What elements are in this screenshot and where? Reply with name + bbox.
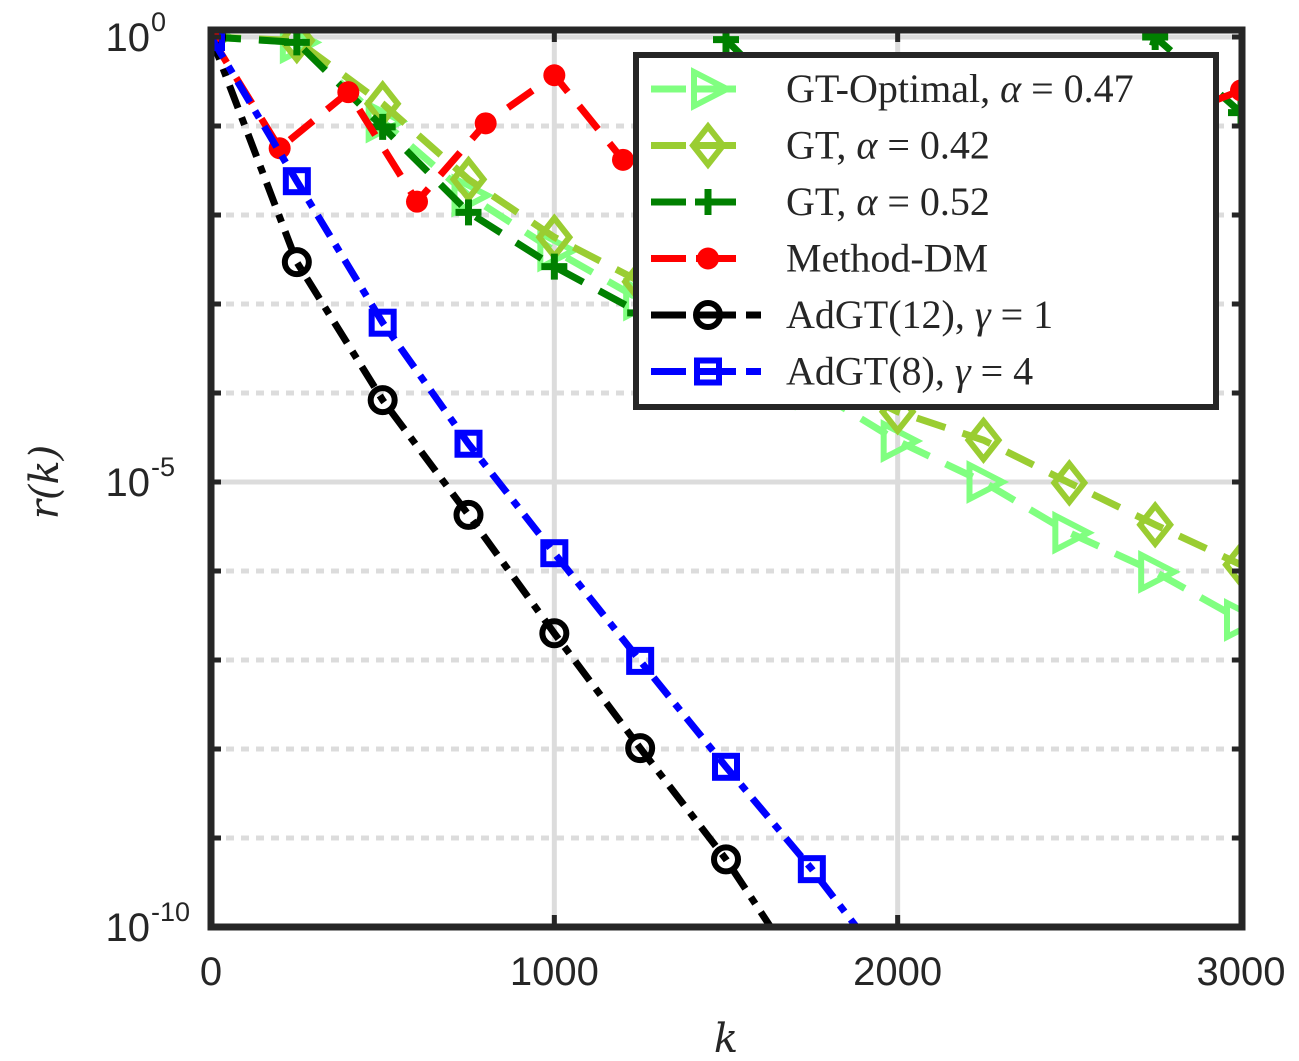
legend-box <box>633 52 1219 410</box>
data-point <box>1136 500 1174 549</box>
data-point <box>1224 598 1242 642</box>
series-5 <box>211 30 860 928</box>
data-point <box>282 167 311 196</box>
data-point <box>966 460 1010 504</box>
data-point <box>712 752 740 781</box>
data-point <box>278 30 316 65</box>
data-point <box>454 429 483 458</box>
data-point <box>626 646 655 675</box>
legend-label: GT, α = 0.52 <box>786 179 990 224</box>
data-point <box>612 148 634 171</box>
data-point <box>797 855 826 884</box>
data-point <box>539 618 570 649</box>
data-point <box>1052 510 1095 555</box>
data-point <box>543 64 566 87</box>
data-point <box>453 499 484 530</box>
y-tick-exponent: -10 <box>151 897 190 927</box>
y-tick-label: 10 <box>106 461 151 505</box>
x-axis-label: k <box>714 1016 738 1061</box>
data-point <box>540 539 569 568</box>
legend-entry: AdGT(12), γ = 1 <box>651 292 1053 337</box>
legend-label: Method-DM <box>786 236 988 281</box>
x-tick-label: 1000 <box>510 950 599 994</box>
legend-entry: GT, α = 0.42 <box>651 121 990 170</box>
x-tick-label: 0 <box>200 950 222 994</box>
legend-entry: AdGT(8), γ = 4 <box>651 349 1033 394</box>
data-point <box>281 247 312 278</box>
x-tick-label: 3000 <box>1197 950 1286 994</box>
data-point <box>1050 459 1089 507</box>
legend-label: GT, α = 0.42 <box>786 123 990 168</box>
data-point <box>455 199 482 226</box>
data-point <box>211 30 225 51</box>
data-point <box>283 30 310 56</box>
data-point <box>695 189 721 215</box>
y-tick-exponent: 0 <box>151 7 166 37</box>
data-point <box>694 357 722 386</box>
data-point <box>1138 549 1181 594</box>
data-point <box>691 67 734 111</box>
series-line <box>211 35 860 928</box>
data-point <box>367 385 398 416</box>
data-point <box>689 121 727 170</box>
data-point <box>368 308 397 337</box>
y-tick-label: 10 <box>106 906 151 950</box>
legend-entry: GT-Optimal, α = 0.47 <box>651 66 1134 111</box>
y-axis-label: r(k) <box>22 445 68 520</box>
data-point <box>337 81 360 104</box>
legend: GT-Optimal, α = 0.47 GT, α = 0.42 GT, α = … <box>633 52 1219 410</box>
x-tick-label: 2000 <box>853 950 942 994</box>
data-point <box>406 190 428 213</box>
data-point <box>474 112 497 135</box>
data-point <box>449 155 488 204</box>
data-point <box>1142 30 1169 50</box>
data-point <box>625 733 656 764</box>
legend-label: AdGT(12), γ = 1 <box>786 292 1053 337</box>
legend-entry: Method-DM <box>651 236 988 281</box>
y-tick-exponent: -5 <box>151 452 175 482</box>
axes-box <box>207 26 1246 931</box>
axes <box>207 26 1246 931</box>
legend-entry: GT, α = 0.52 <box>651 179 990 224</box>
legend-label: AdGT(8), γ = 4 <box>786 349 1033 394</box>
data-point <box>541 253 568 280</box>
data-point <box>697 247 719 270</box>
legend-label: GT-Optimal, α = 0.47 <box>786 66 1134 111</box>
data-point <box>880 419 924 463</box>
series-line <box>211 35 774 928</box>
y-tick-label: 10 <box>106 16 151 60</box>
data-point <box>693 300 723 330</box>
data-point <box>964 416 1003 465</box>
data-point <box>711 844 741 875</box>
